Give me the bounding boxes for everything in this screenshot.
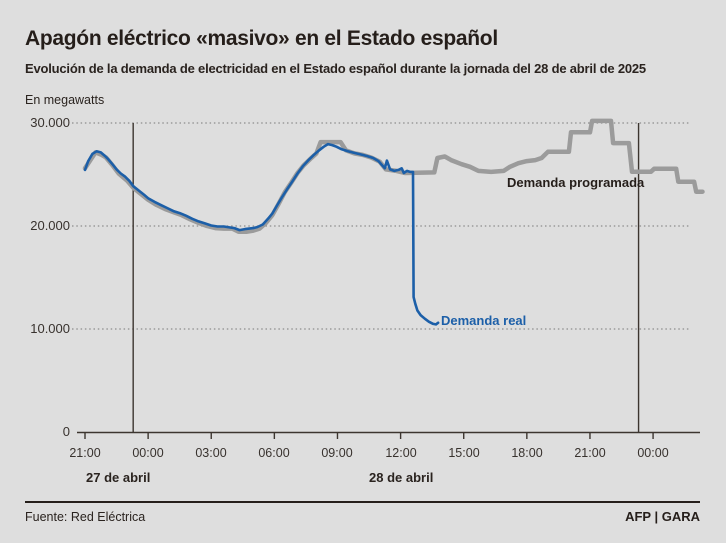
x-axis-tick-label: 15:00 [448,446,480,460]
x-axis-tick-label: 21:00 [69,446,101,460]
x-axis-tick-label: 18:00 [511,446,543,460]
x-axis-tick-label: 00:00 [132,446,164,460]
credit-label: AFP | GARA [625,509,700,524]
y-axis-tick-label: 0 [62,424,70,439]
x-axis-tick-label: 12:00 [385,446,417,460]
x-axis-tick-label: 21:00 [574,446,606,460]
x-axis-tick-label: 06:00 [258,446,290,460]
date-label-27-april: 27 de abril [86,470,151,485]
page-title: Apagón eléctrico «masivo» en el Estado e… [25,27,498,50]
series-label-real: Demanda real [441,313,527,328]
y-axis-tick-label: 20.000 [30,218,70,233]
x-axis-tick-label: 09:00 [321,446,353,460]
units-label: En megawatts [25,93,105,107]
footer-divider [25,501,700,503]
series-label-programada: Demanda programada [507,175,645,190]
subtitle: Evolución de la demanda de electricidad … [25,61,646,76]
x-axis-tick-label: 00:00 [637,446,669,460]
source-label: Fuente: Red Eléctrica [25,510,146,524]
date-label-28-april: 28 de abril [369,470,434,485]
x-axis-tick-label: 03:00 [195,446,227,460]
y-axis-tick-label: 30.000 [30,115,70,130]
y-axis-tick-label: 10.000 [30,321,70,336]
